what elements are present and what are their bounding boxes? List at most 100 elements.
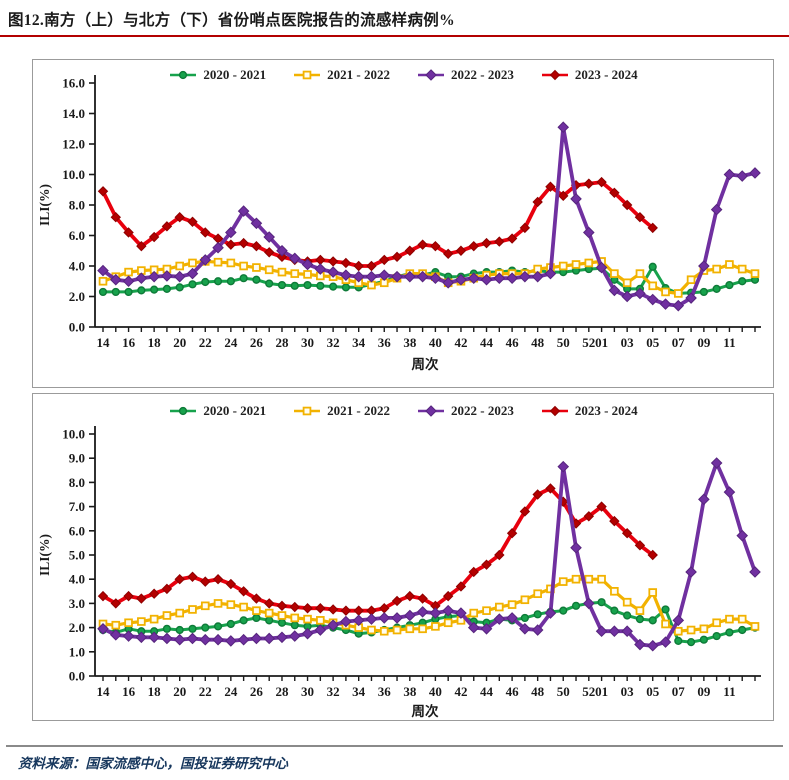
series-2021-2022-marker — [392, 625, 402, 635]
x-tick-label: 18 — [148, 335, 162, 350]
series-2023-2024-marker — [621, 199, 633, 211]
series-2022-2023-marker — [710, 203, 723, 216]
series-2021-2022-marker — [213, 599, 223, 608]
x-tick-label: 38 — [403, 335, 417, 350]
series-2023-2024-marker — [148, 231, 160, 243]
series-2022-2023-marker — [659, 298, 672, 310]
series-2023-2024-marker — [621, 528, 633, 539]
series-2020-2021-marker — [635, 615, 645, 624]
series-2020-2021-marker — [265, 279, 274, 288]
series-2023-2024-marker — [494, 549, 505, 561]
x-tick-label: 32 — [327, 335, 340, 350]
series-2021-2022-marker — [686, 625, 696, 635]
series-2022-2023-marker — [467, 272, 480, 285]
x-tick-label: 01 — [595, 684, 608, 699]
series-2020-2021-marker — [341, 283, 351, 292]
series-2022-2023-marker — [429, 272, 442, 285]
series-2020-2021-marker — [213, 277, 223, 286]
series-2022-2023-marker — [276, 631, 288, 644]
series-2022-2023-marker — [595, 625, 608, 638]
series-2023-2024-marker — [468, 240, 479, 252]
series-2020-2021-marker — [239, 616, 248, 625]
series-2022-2023-marker — [557, 121, 570, 134]
series-2022-2023-marker — [135, 272, 148, 285]
series-2020-2021-marker — [277, 280, 287, 290]
series-2020-2021-marker — [201, 277, 210, 287]
south-chart-panel: 2020 - 2021 2021 - 2022 2022 - 2023 2023 - … — [32, 59, 774, 388]
series-2023-2024-marker — [545, 483, 556, 494]
series-2022-2023-marker — [391, 270, 403, 283]
series-2022-2023-marker — [467, 621, 480, 634]
series-2021-2022-marker — [200, 601, 210, 611]
legend-marker — [425, 405, 437, 417]
x-tick-label: 07 — [672, 335, 686, 350]
series-2023-2024-marker — [327, 256, 339, 267]
series-2022-2023-marker — [404, 609, 416, 622]
series-2021-2022-marker — [252, 606, 261, 615]
series-2022-2023-marker — [365, 613, 378, 625]
series-2020-2021-marker — [661, 605, 670, 614]
legend-marker — [179, 70, 188, 80]
x-tick-label: 20 — [173, 335, 186, 350]
x-tick-label: 42 — [454, 335, 467, 350]
series-2023-2024-marker — [276, 600, 288, 612]
series-2021-2022-marker — [316, 616, 325, 625]
series-2021-2022-marker — [597, 574, 606, 584]
legend-item-2023-2024: 2023 - 2024 — [540, 403, 638, 419]
series-2023-2024-marker — [519, 506, 531, 517]
series-2021-2022-marker — [584, 574, 594, 584]
y-tick-label: 10.0 — [62, 427, 85, 442]
series-2020-2021-marker — [137, 286, 146, 295]
x-tick-label: 28 — [275, 335, 289, 350]
x-tick-label: 11 — [723, 684, 735, 699]
series-2021-2022-line — [101, 577, 757, 633]
series-2020-2021-marker — [188, 280, 197, 289]
axes: 0.0 1.0 2.0 3.0 4.0 5.0 6.0 7.0 8.0 9.0 10.0 14 16 18… — [62, 426, 761, 699]
green-circle-icon — [170, 70, 197, 80]
x-tick-label: 16 — [122, 684, 136, 699]
x-tick-label: 11 — [723, 335, 735, 350]
series-2021-2022-marker — [737, 614, 747, 624]
series-2022-2023-marker — [352, 614, 365, 627]
series-2023-2024-marker — [583, 511, 595, 522]
series-2022-2023-marker — [199, 633, 212, 646]
series-2020-2021-marker — [597, 598, 606, 607]
series-2022-2023-marker — [698, 260, 710, 272]
x-tick-label: 05 — [646, 335, 660, 350]
x-tick-label: 26 — [250, 335, 263, 350]
series-2023-2024-marker — [315, 603, 326, 614]
series-2023-2024-marker — [123, 227, 134, 238]
series-2022-2023-marker — [749, 566, 761, 578]
legend-item-2020-2021: 2020 - 2021 — [168, 403, 266, 419]
series-2023-2024-marker — [442, 590, 454, 602]
series-2020-2021-marker — [648, 262, 657, 271]
x-tick-label: 03 — [621, 335, 635, 350]
series-2021-2022-marker — [673, 626, 683, 636]
series-2023-2024-marker — [558, 190, 569, 202]
series-2023-2024-marker — [353, 260, 364, 272]
series-2022-2023-marker — [340, 615, 352, 628]
series-2021-2022-marker — [124, 267, 133, 277]
series-2022-2023-marker — [97, 264, 109, 277]
series-2020-2021-marker — [213, 622, 223, 631]
series-2022-2023-marker — [710, 457, 723, 469]
series-2022-2023-marker — [225, 635, 237, 647]
x-tick-label: 52 — [582, 335, 595, 350]
series-2022-2023-marker — [698, 493, 710, 506]
series-2023-2024-marker — [225, 239, 237, 250]
series-2022-2023-marker — [263, 632, 276, 645]
series-2022-2023-marker — [250, 217, 263, 230]
red-diamond-icon — [541, 405, 568, 417]
series-2022-2023-marker — [212, 633, 224, 646]
series-2021-2022-marker — [520, 595, 530, 605]
series-2021-2022-marker — [686, 275, 696, 285]
series-2020-2021-marker — [738, 277, 747, 286]
series-2023-2024-marker — [519, 222, 531, 234]
series-2022-2023-marker — [97, 623, 109, 635]
series-2022-2023-marker — [186, 632, 199, 645]
series-2022-2023-marker — [723, 486, 736, 498]
series-2022-2023-marker — [340, 269, 352, 281]
series-2022-2023-marker — [736, 170, 749, 182]
x-tick-label: 14 — [97, 335, 111, 350]
series-2022-2023-marker — [301, 627, 314, 640]
